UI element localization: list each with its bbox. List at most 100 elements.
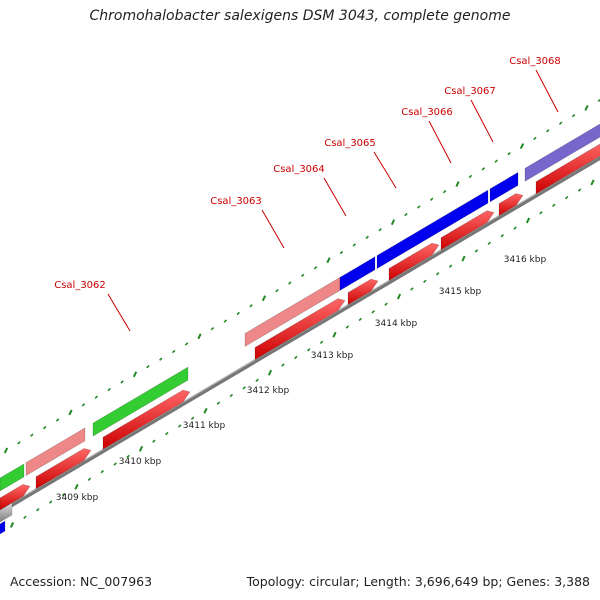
tick-mark [384, 302, 388, 306]
label-leaders [107, 69, 559, 332]
tick-mark [146, 365, 150, 369]
tick-mark [332, 331, 337, 338]
tick-mark [242, 386, 246, 390]
tick-mark [229, 393, 234, 398]
tick-mark [203, 407, 208, 414]
tick-mark [42, 425, 47, 430]
tick-mark [423, 279, 427, 284]
gene-bar [339, 256, 376, 291]
cds-arrow [347, 278, 379, 306]
tick-mark [159, 357, 163, 361]
tick-mark [396, 293, 402, 300]
kbp-label: 3410 kbp [119, 457, 162, 467]
cds-arrow [440, 210, 495, 251]
tick-mark [481, 167, 486, 171]
tick-mark [435, 272, 440, 276]
tick-mark [365, 235, 369, 240]
tick-dots-lower [9, 179, 595, 528]
genome-backbone [0, 155, 600, 514]
gene-bar [524, 123, 600, 182]
tick-mark [487, 241, 492, 246]
label-leader-line [428, 120, 452, 164]
gene-label: Csal_3063 [210, 196, 262, 207]
tick-mark [358, 317, 363, 322]
tick-mark [507, 151, 511, 156]
tick-mark [30, 433, 34, 437]
tick-mark [81, 403, 86, 407]
tick-mark [17, 441, 21, 445]
gene-bar [489, 171, 519, 203]
tick-mark [345, 325, 350, 329]
tick-mark [584, 105, 589, 111]
gene-bar [0, 502, 13, 523]
tick-mark [36, 508, 40, 512]
tick-mark [429, 197, 434, 201]
label-leader-line [470, 99, 494, 143]
tick-mark [281, 363, 285, 367]
cds-arrow [498, 193, 524, 217]
cds-arrow [388, 242, 440, 282]
tick-mark [9, 521, 15, 528]
tick-mark [249, 304, 253, 308]
tick-mark [261, 295, 267, 302]
gene-bar [0, 520, 6, 535]
tick-mark [319, 340, 324, 344]
tick-mark [597, 98, 600, 103]
tick-mark [474, 249, 479, 253]
gene-bar [92, 366, 189, 437]
tick-mark [494, 159, 498, 163]
tick-dots-upper [3, 98, 600, 454]
tick-mark [339, 250, 344, 255]
tick-mark [74, 483, 79, 490]
tick-mark [404, 212, 408, 217]
tick-mark [210, 326, 215, 331]
tick-mark [539, 211, 543, 215]
tick-mark [132, 371, 138, 378]
tick-mark [300, 273, 305, 278]
tick-mark [500, 234, 504, 238]
label-leader-line [323, 177, 347, 217]
tick-mark [197, 333, 202, 340]
tick-mark [255, 378, 259, 383]
tick-mark [48, 500, 53, 504]
tick-mark [410, 287, 414, 291]
tick-mark [87, 477, 92, 481]
tick-mark [417, 205, 421, 209]
tick-mark [390, 219, 396, 226]
tick-mark [371, 310, 375, 314]
tick-mark [107, 387, 111, 392]
gene-label: Csal_3066 [401, 107, 453, 118]
tick-mark [577, 188, 582, 192]
kbp-label: 3409 kbp [56, 493, 99, 503]
gene-bar [376, 189, 489, 270]
tick-mark [138, 445, 144, 452]
tick-mark [513, 226, 517, 230]
tick-mark [223, 319, 228, 323]
cds-arrow [0, 484, 31, 511]
tick-mark [100, 469, 105, 474]
tick-mark [152, 439, 156, 443]
tick-mark [590, 179, 595, 186]
tick-mark [236, 311, 240, 316]
cds-arrow [35, 448, 92, 490]
tick-mark [352, 243, 357, 247]
tick-mark [306, 348, 311, 352]
kbp-label: 3416 kbp [504, 255, 547, 265]
gene-label: Csal_3068 [509, 56, 561, 67]
tick-mark [216, 401, 221, 405]
label-leader-line [535, 69, 559, 113]
tick-mark [120, 380, 124, 384]
kbp-label: 3415 kbp [439, 287, 482, 297]
tick-mark [94, 395, 99, 399]
tick-mark [113, 462, 117, 466]
tick-mark [126, 454, 130, 459]
label-leader-line [261, 209, 285, 249]
tick-mark [519, 143, 525, 149]
tick-mark [461, 255, 466, 262]
tick-mark [171, 349, 176, 354]
label-leader-line [107, 293, 131, 332]
tick-mark [3, 447, 9, 454]
tick-mark [564, 195, 569, 200]
genome-stats-text: Topology: circular; Length: 3,696,649 bp… [246, 574, 590, 589]
